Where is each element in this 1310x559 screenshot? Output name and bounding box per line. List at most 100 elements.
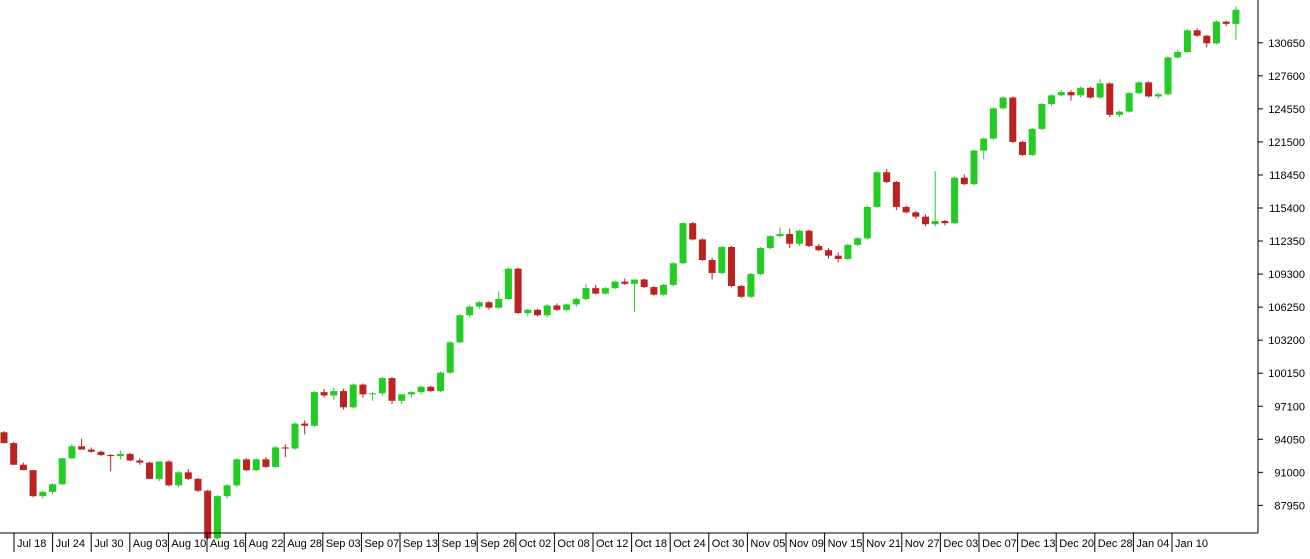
candle-body: [553, 305, 561, 310]
candle-body: [1096, 83, 1104, 98]
x-tick-label: Aug 03: [133, 538, 168, 550]
candle-body: [10, 443, 18, 465]
candle-body: [1193, 30, 1201, 36]
candle-body: [1009, 97, 1017, 142]
candle-body: [1048, 95, 1056, 104]
x-tick-label: Sep 26: [480, 538, 515, 550]
candle-body: [621, 281, 629, 284]
candle-body: [1057, 92, 1065, 96]
x-tick-label: Jul 30: [94, 538, 123, 550]
candle-body: [456, 315, 464, 343]
candle-body: [611, 281, 619, 289]
x-tick-label: Aug 16: [210, 538, 245, 550]
candle-body: [504, 268, 512, 299]
candle-body: [679, 223, 687, 264]
candle-body: [1067, 92, 1075, 96]
x-tick-label: Jan 10: [1175, 538, 1208, 550]
candle-body: [97, 451, 105, 455]
x-tick-label: Nov 05: [750, 538, 785, 550]
candle-body: [669, 263, 677, 285]
candle-body: [446, 342, 454, 373]
candle-body: [68, 446, 76, 459]
candle-body: [39, 491, 47, 497]
y-tick-label: 118450: [1269, 170, 1305, 182]
candle-body: [718, 247, 726, 273]
candle-body: [1038, 104, 1046, 129]
candle-body: [136, 460, 144, 463]
candle-body: [1086, 87, 1094, 98]
x-tick-label: Dec 13: [1021, 538, 1056, 550]
candle-body: [873, 172, 881, 207]
candle-body: [146, 462, 153, 479]
candle-body: [728, 247, 735, 286]
candle-body: [631, 279, 638, 284]
candle-body: [844, 244, 852, 259]
x-tick-label: Oct 18: [635, 538, 667, 550]
candle-body: [378, 378, 386, 394]
x-tick-label: Aug 28: [287, 538, 322, 550]
candle-body: [1203, 35, 1211, 44]
candle-body: [1077, 87, 1085, 96]
candle-body: [427, 386, 435, 392]
candle-body: [184, 472, 192, 479]
candle-body: [563, 304, 571, 310]
x-tick-label: Sep 03: [326, 538, 361, 550]
candle-body: [78, 446, 86, 450]
y-tick-label: 130650: [1268, 38, 1305, 50]
candle-body: [776, 234, 784, 237]
candle-body: [1135, 82, 1143, 94]
y-tick-label: 106250: [1268, 302, 1305, 314]
candle-body: [233, 459, 241, 486]
candle-body: [582, 288, 590, 299]
candle-body: [252, 459, 260, 471]
candle-body: [369, 393, 377, 395]
candle-body: [989, 108, 997, 139]
candle-body: [1028, 128, 1036, 155]
candle-body: [592, 288, 600, 294]
y-tick-label: 124550: [1268, 104, 1305, 116]
candle-body: [194, 478, 202, 491]
x-tick-label: Oct 02: [519, 538, 551, 550]
candle-body: [330, 391, 338, 396]
candle-body: [272, 447, 280, 467]
candle-body: [359, 384, 367, 395]
candle-body: [854, 238, 862, 245]
candle-body: [601, 288, 609, 294]
candle-body: [49, 484, 56, 492]
candle-body: [708, 260, 716, 273]
x-tick-label: Nov 27: [905, 538, 940, 550]
y-tick-label: 91000: [1274, 467, 1305, 479]
candles-layer: [0, 6, 1240, 540]
candle-body: [737, 286, 745, 297]
candle-body: [1106, 83, 1114, 115]
candle-body: [999, 97, 1007, 109]
x-tick-label: Aug 22: [249, 538, 284, 550]
candle-body: [747, 274, 755, 297]
candle-body: [640, 279, 648, 288]
candle-body: [213, 496, 221, 539]
candle-body: [175, 472, 183, 486]
candle-body: [0, 432, 8, 444]
x-tick-label: Aug 10: [171, 538, 206, 550]
x-tick-label: Jul 18: [17, 538, 46, 550]
candle-body: [291, 423, 299, 449]
x-tick-label: Oct 24: [673, 538, 705, 550]
x-tick-label: Oct 12: [596, 538, 628, 550]
candle-body: [475, 302, 483, 307]
y-tick-label: 100150: [1268, 368, 1305, 380]
y-tick-label: 94050: [1274, 434, 1305, 446]
candle-body: [1164, 57, 1172, 95]
candle-body: [281, 447, 289, 449]
x-tick-label: Dec 28: [1098, 538, 1133, 550]
candle-body: [495, 299, 503, 308]
candle-body: [155, 461, 163, 479]
x-tick-label: Sep 19: [442, 538, 477, 550]
candle-body: [970, 150, 978, 185]
candle-body: [87, 449, 95, 452]
x-tick-label: Oct 30: [712, 538, 744, 550]
candle-body: [1213, 21, 1220, 44]
x-tick-label: Jan 04: [1136, 538, 1169, 550]
x-tick-label: Nov 21: [866, 538, 901, 550]
